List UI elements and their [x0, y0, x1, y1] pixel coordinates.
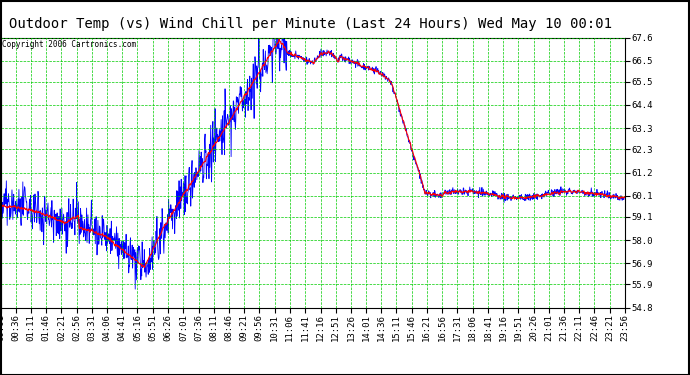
Text: Outdoor Temp (vs) Wind Chill per Minute (Last 24 Hours) Wed May 10 00:01: Outdoor Temp (vs) Wind Chill per Minute … [9, 17, 612, 31]
Text: Copyright 2006 Cartronics.com: Copyright 2006 Cartronics.com [2, 40, 136, 49]
